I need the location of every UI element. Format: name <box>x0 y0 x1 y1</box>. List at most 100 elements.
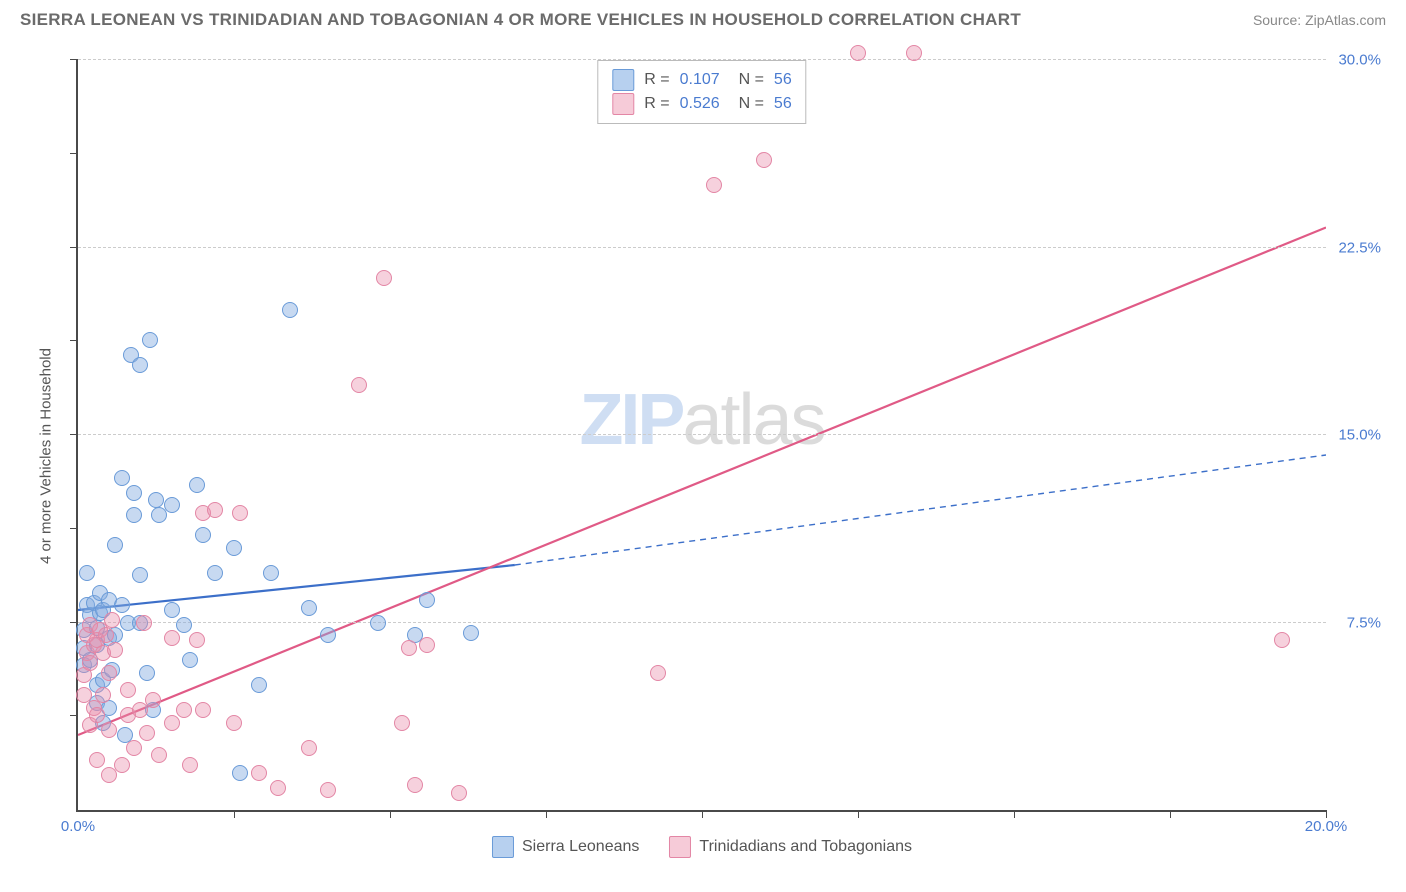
series-legend: Sierra Leoneans Trinidadians and Tobagon… <box>492 836 912 858</box>
scatter-point <box>132 567 148 583</box>
scatter-point <box>107 537 123 553</box>
series1-n: 56 <box>774 71 792 89</box>
scatter-point <box>126 485 142 501</box>
scatter-point <box>263 565 279 581</box>
scatter-point <box>207 565 223 581</box>
watermark-atlas: atlas <box>682 380 824 460</box>
xtick-mark <box>234 810 235 818</box>
ytick-mark <box>70 59 78 60</box>
scatter-point <box>451 785 467 801</box>
scatter-point <box>195 702 211 718</box>
ytick-label: 7.5% <box>1347 614 1381 631</box>
scatter-point <box>176 617 192 633</box>
scatter-point <box>195 527 211 543</box>
xtick-label: 20.0% <box>1305 818 1348 835</box>
chart-header: SIERRA LEONEAN VS TRINIDADIAN AND TOBAGO… <box>0 0 1406 38</box>
ytick-mark <box>70 715 78 716</box>
correlation-legend: R = 0.107 N = 56 R = 0.526 N = 56 <box>597 60 806 124</box>
scatter-point <box>136 615 152 631</box>
scatter-point <box>226 540 242 556</box>
scatter-point <box>419 592 435 608</box>
scatter-point <box>189 632 205 648</box>
scatter-point <box>89 752 105 768</box>
scatter-point <box>114 470 130 486</box>
y-axis-label: 4 or more Vehicles in Household <box>38 348 55 564</box>
ytick-label: 15.0% <box>1338 427 1381 444</box>
chart-title: SIERRA LEONEAN VS TRINIDADIAN AND TOBAGO… <box>20 10 1021 30</box>
scatter-point <box>706 177 722 193</box>
scatter-point <box>376 270 392 286</box>
xtick-mark <box>1014 810 1015 818</box>
xtick-mark <box>858 810 859 818</box>
ytick-mark <box>70 247 78 248</box>
ytick-label: 22.5% <box>1338 239 1381 256</box>
scatter-point <box>79 565 95 581</box>
series1-swatch-icon <box>612 69 634 91</box>
scatter-point <box>251 677 267 693</box>
chart-container: 4 or more Vehicles in Household ZIPatlas… <box>40 50 1386 862</box>
scatter-point <box>101 722 117 738</box>
scatter-point <box>148 492 164 508</box>
scatter-point <box>164 497 180 513</box>
legend-item-1: Sierra Leoneans <box>492 836 639 858</box>
watermark-zip: ZIP <box>579 380 682 460</box>
series2-r: 0.526 <box>680 95 720 113</box>
chart-source: Source: ZipAtlas.com <box>1253 12 1386 28</box>
scatter-point <box>104 612 120 628</box>
series1-r: 0.107 <box>680 71 720 89</box>
scatter-point <box>463 625 479 641</box>
gridline-h <box>78 247 1326 248</box>
scatter-point <box>95 687 111 703</box>
scatter-point <box>114 597 130 613</box>
scatter-point <box>1274 632 1290 648</box>
ytick-mark <box>70 434 78 435</box>
ytick-label: 30.0% <box>1338 52 1381 69</box>
xtick-label: 0.0% <box>61 818 95 835</box>
scatter-point <box>251 765 267 781</box>
ytick-mark <box>70 528 78 529</box>
xtick-mark <box>702 810 703 818</box>
scatter-point <box>419 637 435 653</box>
legend-label-1: Sierra Leoneans <box>522 838 639 856</box>
scatter-point <box>139 665 155 681</box>
scatter-point <box>126 507 142 523</box>
corr-row-2: R = 0.526 N = 56 <box>612 93 791 115</box>
n-label: N = <box>730 95 764 113</box>
scatter-point <box>906 45 922 61</box>
scatter-point <box>401 640 417 656</box>
plot-area: ZIPatlas R = 0.107 N = 56 R = 0.526 N = … <box>76 60 1326 812</box>
scatter-point <box>650 665 666 681</box>
n-label: N = <box>730 71 764 89</box>
scatter-point <box>120 682 136 698</box>
gridline-h <box>78 434 1326 435</box>
scatter-point <box>176 702 192 718</box>
ytick-mark <box>70 153 78 154</box>
scatter-point <box>164 715 180 731</box>
scatter-point <box>320 782 336 798</box>
ytick-mark <box>70 622 78 623</box>
scatter-point <box>182 652 198 668</box>
scatter-point <box>107 642 123 658</box>
scatter-point <box>101 665 117 681</box>
scatter-point <box>182 757 198 773</box>
scatter-point <box>232 505 248 521</box>
xtick-mark <box>546 810 547 818</box>
xtick-mark <box>390 810 391 818</box>
scatter-point <box>151 747 167 763</box>
scatter-point <box>370 615 386 631</box>
xtick-mark <box>1326 810 1327 818</box>
legend-item-2: Trinidadians and Tobagonians <box>669 836 912 858</box>
r-label: R = <box>644 71 669 89</box>
scatter-point <box>132 357 148 373</box>
scatter-point <box>126 740 142 756</box>
legend-label-2: Trinidadians and Tobagonians <box>699 838 912 856</box>
scatter-point <box>207 502 223 518</box>
scatter-point <box>282 302 298 318</box>
watermark: ZIPatlas <box>579 379 824 461</box>
scatter-point <box>232 765 248 781</box>
scatter-point <box>98 627 114 643</box>
scatter-point <box>301 740 317 756</box>
scatter-point <box>89 707 105 723</box>
scatter-point <box>351 377 367 393</box>
trend-lines <box>78 60 1326 810</box>
